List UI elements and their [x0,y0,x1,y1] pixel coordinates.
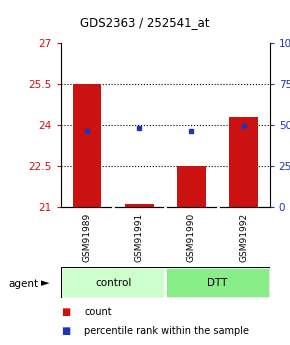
Bar [125,204,154,207]
Text: GSM91992: GSM91992 [239,213,248,262]
Bar [72,84,102,207]
Text: count: count [84,307,112,317]
Bar [165,267,270,298]
Text: ■: ■ [61,326,70,335]
Text: GSM91991: GSM91991 [135,213,144,262]
Text: control: control [95,278,131,288]
Text: percentile rank within the sample: percentile rank within the sample [84,326,249,335]
Text: GSM91990: GSM91990 [187,213,196,262]
Text: DTT: DTT [207,278,228,288]
Bar [177,166,206,207]
Text: ►: ► [41,279,49,288]
Text: GDS2363 / 252541_at: GDS2363 / 252541_at [80,16,210,29]
Text: ■: ■ [61,307,70,317]
Text: agent: agent [9,279,39,288]
Bar [229,117,258,207]
Text: GSM91989: GSM91989 [82,213,92,262]
Bar [61,267,165,298]
